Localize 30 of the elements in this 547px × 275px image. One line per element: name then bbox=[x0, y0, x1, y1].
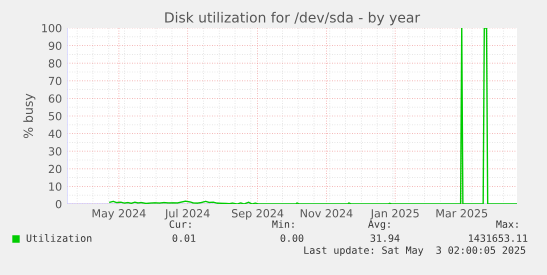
x-tick-label: Mar 2025 bbox=[436, 209, 488, 218]
text: Avg: bbox=[368, 220, 390, 230]
line-series bbox=[109, 28, 517, 204]
text: 0.01 bbox=[172, 234, 196, 242]
text: Max: bbox=[496, 220, 518, 228]
text: Cur: bbox=[170, 220, 191, 228]
text: 0.00 bbox=[280, 234, 304, 242]
x-tick-label: May 2024 bbox=[92, 209, 146, 220]
y-tick-label: 80 bbox=[48, 59, 62, 68]
x-tick-label: Jul 2024 bbox=[164, 208, 210, 220]
legend-label: Utilization bbox=[26, 234, 92, 242]
y-tick-label: 10 bbox=[49, 182, 62, 191]
y-tick-label: 40 bbox=[48, 130, 62, 138]
x-tick-label: Sep 2024 bbox=[232, 209, 284, 220]
y-axis-title: % busy bbox=[23, 94, 36, 138]
y-tick-label: 0 bbox=[56, 200, 62, 208]
text: Min: bbox=[272, 220, 294, 228]
y-tick-label: 100 bbox=[42, 24, 62, 32]
y-tick-label: 90 bbox=[48, 42, 62, 50]
y-tick-label: 60 bbox=[48, 94, 62, 103]
x-tick-label: Jan 2025 bbox=[370, 209, 419, 220]
text: Last update: Sat May 3 02:00:05 2025 bbox=[304, 246, 526, 256]
chart-title: Disk utilization for /dev/sda - by year bbox=[165, 12, 420, 26]
x-tick-label: Nov 2024 bbox=[300, 209, 353, 218]
text: 1431653.11 bbox=[469, 234, 528, 242]
y-tick-label: 50 bbox=[48, 112, 62, 120]
y-tick-label: 20 bbox=[48, 164, 62, 174]
y-tick-label: 30 bbox=[48, 147, 62, 156]
y-tick-label: 70 bbox=[48, 76, 62, 86]
text: 31.94 bbox=[370, 234, 400, 242]
